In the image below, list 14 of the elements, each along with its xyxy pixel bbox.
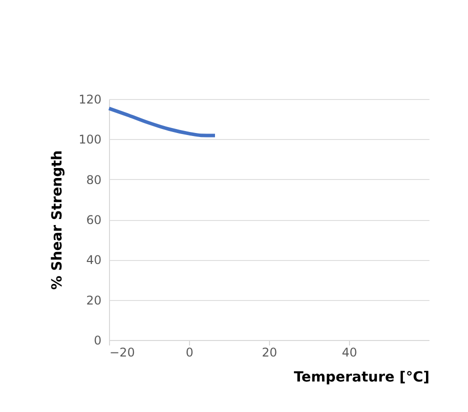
y-tick-label: 0 xyxy=(94,334,102,348)
line-series xyxy=(107,106,217,138)
y-tick-label: 40 xyxy=(86,253,102,268)
x-tick-label: −20 xyxy=(110,346,135,360)
y-tick-label: 120 xyxy=(78,92,102,106)
y-tick-label: 20 xyxy=(86,293,102,308)
x-axis-title: Temperature [°C] xyxy=(294,370,430,386)
y-tick-label: 60 xyxy=(86,213,102,227)
x-tick-label: 20 xyxy=(262,346,278,360)
y-tick-label: 100 xyxy=(78,132,102,147)
x-tick-label: 40 xyxy=(342,346,358,360)
y-axis-title: % Shear Strength xyxy=(50,150,66,290)
x-tick-label: 0 xyxy=(186,346,194,360)
y-tick-label: 80 xyxy=(86,172,102,187)
